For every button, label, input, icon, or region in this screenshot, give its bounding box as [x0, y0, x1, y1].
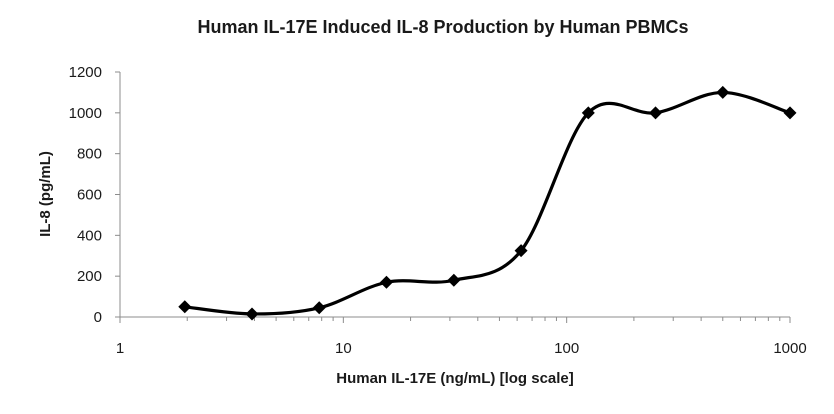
- x-tick-label: 1000: [773, 340, 806, 357]
- data-point-marker: [581, 106, 595, 120]
- y-ticks: 0 200 400 600 800 1000 1200: [69, 64, 120, 326]
- data-point-marker: [447, 273, 461, 287]
- y-tick-label: 1200: [69, 64, 102, 81]
- data-point-marker: [178, 300, 192, 314]
- marker-layer: [178, 85, 797, 321]
- x-ticks: 1 10 100 1000: [116, 317, 807, 357]
- data-point-marker: [312, 301, 326, 315]
- data-point-marker: [379, 275, 393, 289]
- data-point-marker: [783, 106, 797, 120]
- x-tick-label: 10: [335, 340, 352, 357]
- y-tick-label: 1000: [69, 105, 102, 122]
- x-axis-title: Human IL-17E (ng/mL) [log scale]: [336, 370, 574, 387]
- y-tick-label: 200: [77, 268, 102, 285]
- y-tick-label: 0: [94, 309, 102, 326]
- y-axis-title: IL-8 (pg/mL): [37, 151, 54, 237]
- data-point-marker: [245, 307, 259, 321]
- y-tick-label: 600: [77, 187, 102, 204]
- series-line: [183, 90, 792, 316]
- data-point-marker: [716, 85, 730, 99]
- x-tick-label: 100: [554, 340, 579, 357]
- x-tick-label: 1: [116, 340, 124, 357]
- series-layer: [183, 90, 792, 316]
- y-tick-label: 400: [77, 227, 102, 244]
- y-tick-label: 800: [77, 146, 102, 163]
- data-point-marker: [514, 244, 528, 258]
- chart-title: Human IL-17E Induced IL-8 Production by …: [197, 17, 688, 37]
- data-point-marker: [649, 106, 663, 120]
